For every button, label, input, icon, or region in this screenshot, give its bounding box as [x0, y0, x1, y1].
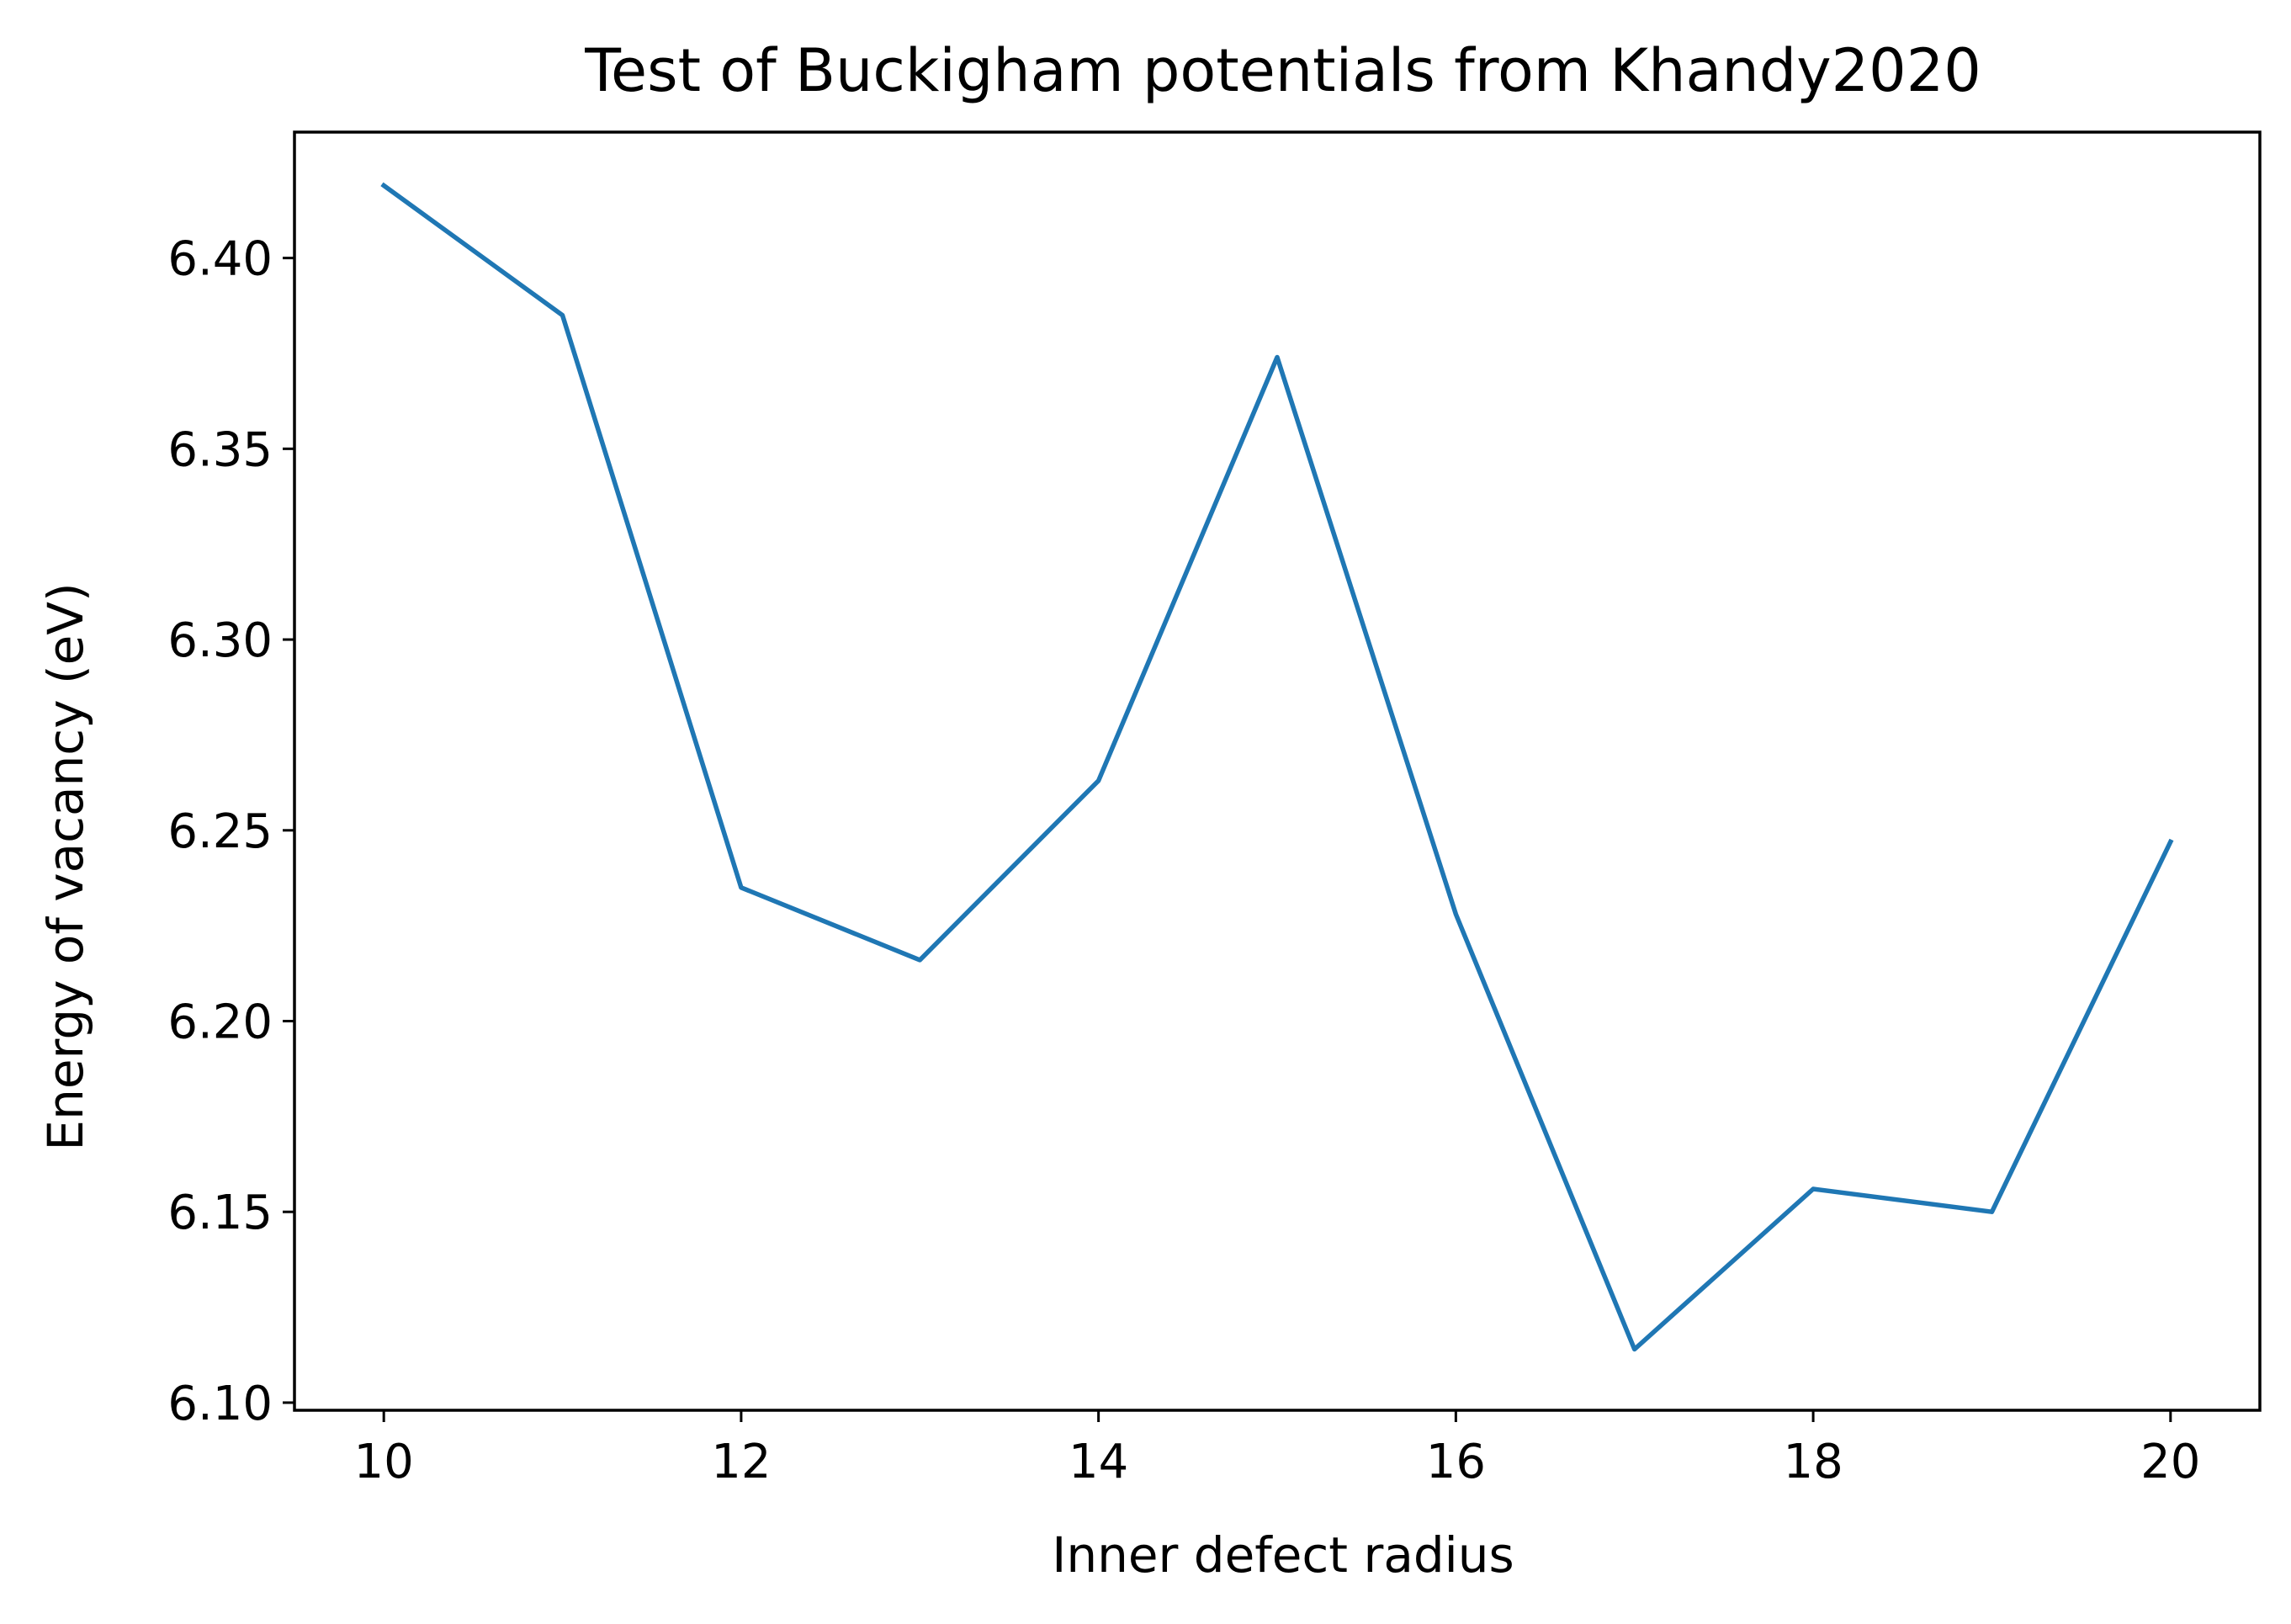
x-tick-label: 16	[1426, 1435, 1486, 1489]
y-axis-label: Energy of vacancy (eV)	[37, 582, 94, 1150]
x-tick-label: 10	[354, 1435, 414, 1489]
chart-title: Test of Buckigham potentials from Khandy…	[584, 36, 1981, 105]
x-tick-label: 12	[711, 1435, 771, 1489]
y-tick-label: 6.30	[167, 613, 273, 668]
y-tick-label: 6.15	[167, 1186, 273, 1240]
y-tick-label: 6.20	[167, 995, 273, 1049]
x-axis-label: Inner defect radius	[1052, 1526, 1514, 1584]
x-tick-label: 14	[1069, 1435, 1128, 1489]
y-tick-label: 6.35	[167, 422, 273, 477]
plot-area: 10 12 14 16 18 20 6.10 6.15 6.20 6.25 6.30 6.35 6.40	[167, 130, 2262, 1489]
x-tick-label: 18	[1783, 1435, 1843, 1489]
axes-frame	[293, 130, 2262, 1412]
y-tick-label: 6.40	[167, 232, 273, 287]
x-tick-label: 20	[2140, 1435, 2200, 1489]
y-tick-label: 6.10	[167, 1377, 273, 1431]
series-line-0	[380, 182, 2174, 1352]
y-tick-label: 6.25	[167, 804, 273, 859]
